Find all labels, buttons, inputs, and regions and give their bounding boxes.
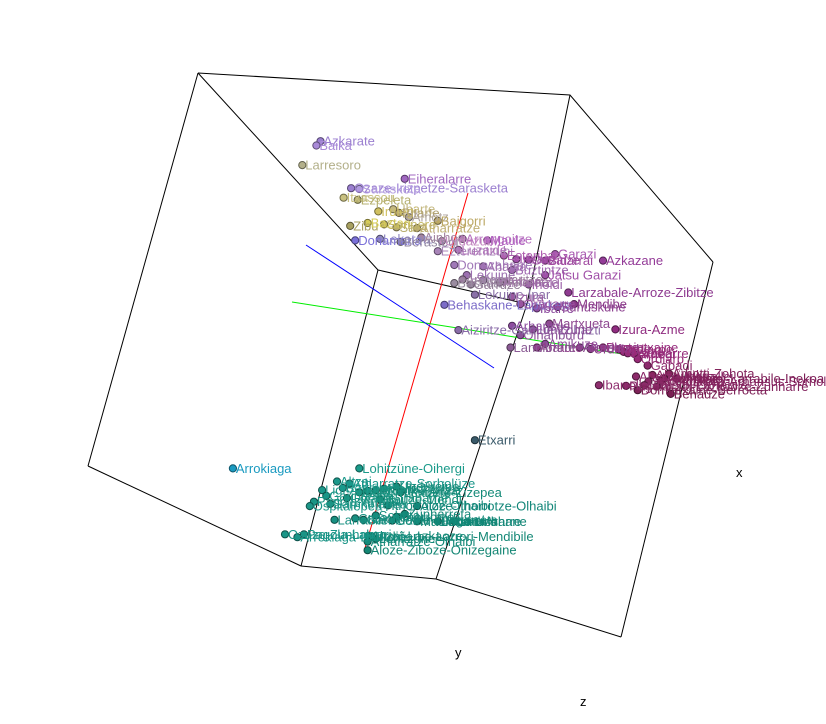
box-edge-bottom-mid [301,566,436,579]
point-label: Arrokiaga [236,461,292,476]
x-axis-label: x [736,465,743,480]
point-label: Ibarre [540,301,574,316]
point-label: Etxarri [478,433,516,448]
point-label: Aloze-Ziboze-Onizegaine [371,543,517,558]
z-axis-label: z [580,694,587,709]
point-label: Behauze [674,386,725,401]
y-axis-label: y [455,645,462,660]
point-label: Lohitzüne-Oihergi [362,461,465,476]
box-edge-bottom-right [436,579,621,637]
point-label: Arrasa [583,340,622,355]
point-label: Lakarri-Arhane [441,514,527,529]
box-edge-left [88,73,198,466]
point-label: Larresoro [305,158,361,173]
point-label: Baigorri [441,213,486,228]
box-edge-right-vertical [621,262,713,637]
point-label: Azkazane [606,253,663,268]
box-edge-front-left [88,466,301,566]
point-label: Landibarre [514,340,576,355]
point-label: Izura-Azme [618,322,684,337]
point-label: Luzaide [461,242,507,257]
point-label: Baika [319,138,352,153]
